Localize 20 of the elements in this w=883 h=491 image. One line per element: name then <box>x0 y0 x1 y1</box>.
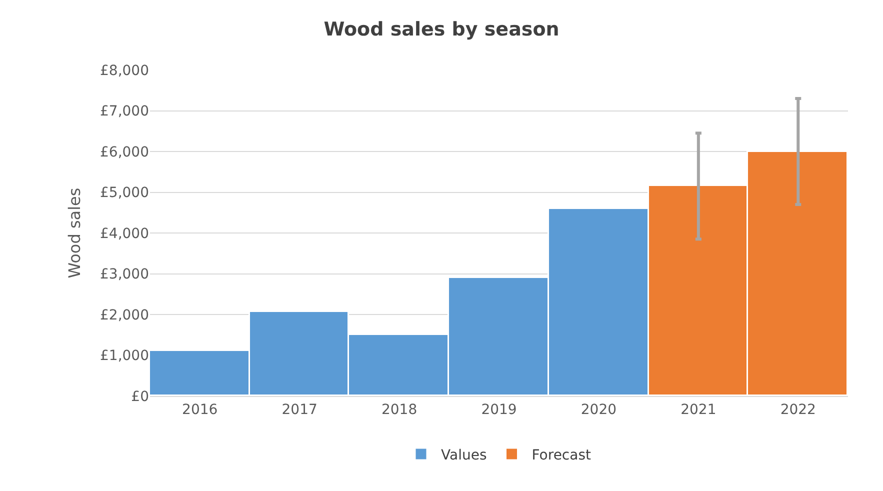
y-tick-label: £7,000 <box>100 104 149 120</box>
y-tick-label: £1,000 <box>100 348 149 364</box>
y-tick-label: £8,000 <box>100 62 149 79</box>
legend-label: Forecast <box>532 447 592 464</box>
y-axis-title: Wood sales <box>64 188 84 278</box>
x-tick-label: 2021 <box>680 402 716 418</box>
y-tick-label: £5,000 <box>100 185 149 202</box>
x-tick-label: 2019 <box>481 402 517 418</box>
legend-label: Values <box>441 447 487 464</box>
x-tick-label: 2017 <box>282 402 318 418</box>
y-tick-label: £6,000 <box>100 144 149 160</box>
chart-title: Wood sales by season <box>324 18 560 40</box>
x-tick-label: 2020 <box>580 402 617 418</box>
y-tick-label: £0 <box>131 388 149 405</box>
x-tick-label: 2016 <box>182 402 218 418</box>
x-tick-label: 2018 <box>381 402 418 418</box>
y-tick-label: £3,000 <box>100 266 149 283</box>
x-tick-label: 2022 <box>780 402 816 418</box>
y-tick-label: £2,000 <box>100 307 149 324</box>
y-tick-label: £4,000 <box>100 226 149 242</box>
